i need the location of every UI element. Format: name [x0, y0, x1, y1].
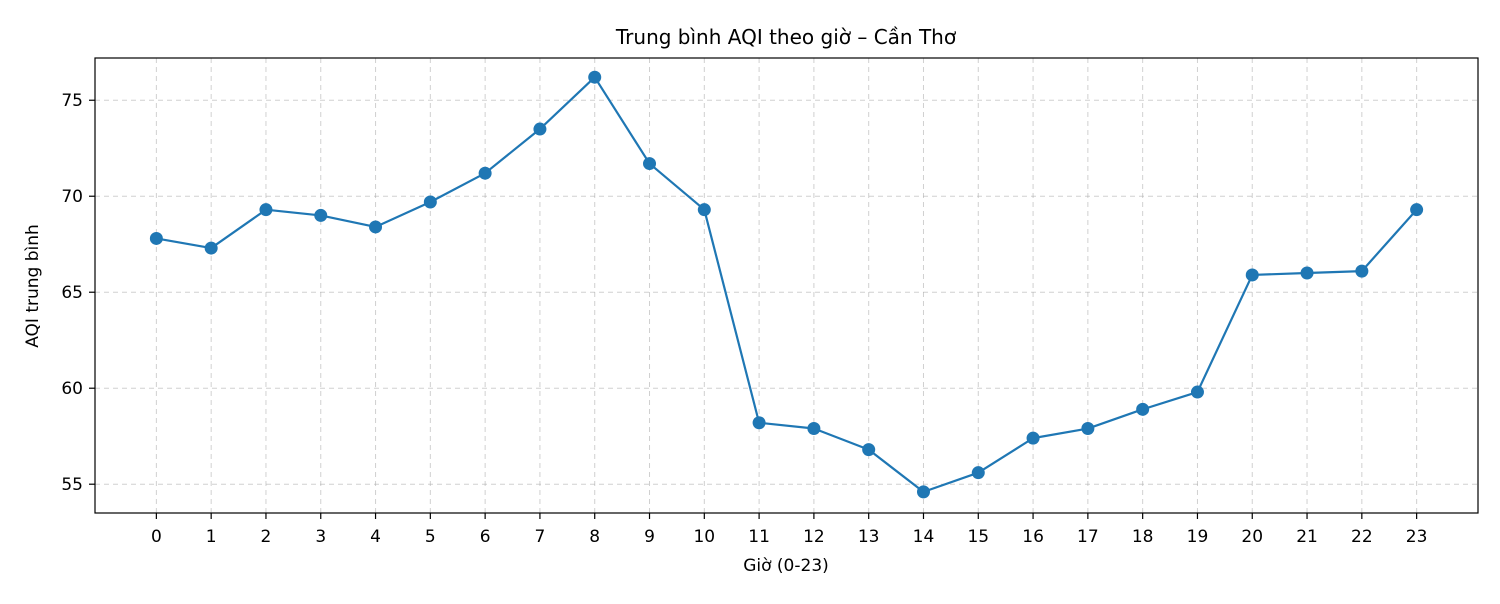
x-tick-label: 22	[1351, 527, 1373, 547]
x-tick-label: 10	[693, 527, 715, 547]
x-tick-label: 3	[315, 527, 326, 547]
data-point	[1026, 431, 1040, 445]
x-tick-label: 19	[1187, 527, 1209, 547]
x-tick-label: 20	[1241, 527, 1263, 547]
x-tick-label: 0	[151, 527, 162, 547]
x-tick-label: 23	[1406, 527, 1428, 547]
x-tick-label: 1	[206, 527, 217, 547]
x-tick-label: 17	[1077, 527, 1099, 547]
x-tick-label: 13	[858, 527, 880, 547]
data-point	[369, 220, 383, 234]
x-tick-label: 8	[589, 527, 600, 547]
x-tick-label: 15	[967, 527, 989, 547]
plot-area-frame	[94, 57, 1479, 514]
data-point	[916, 485, 930, 499]
x-tick-label: 5	[425, 527, 436, 547]
x-tick-label: 18	[1132, 527, 1154, 547]
data-point	[1190, 385, 1204, 399]
data-point	[588, 70, 602, 84]
y-tick-label: 55	[61, 475, 83, 495]
data-point	[204, 241, 218, 255]
series-line	[156, 76, 1418, 493]
axis-ticks: 0 1 2 3 4 5 6 7 8 9 10 11 12 13 14 15 16 17 18 19 20 21 22 2355…	[61, 91, 1427, 547]
data-point	[1355, 264, 1369, 278]
data-point	[697, 203, 711, 217]
x-tick-label: 2	[261, 527, 272, 547]
data-point	[752, 416, 766, 430]
data-point	[533, 122, 547, 136]
y-tick-label: 70	[61, 187, 83, 207]
y-axis-label: AQI trung bình	[23, 224, 43, 348]
data-point	[423, 195, 437, 209]
data-point	[1245, 268, 1259, 282]
grid-lines	[95, 58, 1478, 513]
data-point	[862, 443, 876, 457]
data-point	[478, 166, 492, 180]
x-tick-label: 9	[644, 527, 655, 547]
data-point	[1410, 203, 1424, 217]
data-point	[807, 422, 821, 436]
data-point	[971, 466, 985, 480]
y-tick-label: 60	[61, 379, 83, 399]
data-point	[149, 231, 163, 245]
x-tick-label: 16	[1022, 527, 1044, 547]
x-tick-label: 14	[913, 527, 935, 547]
x-axis-label: Giờ (0-23)	[743, 556, 829, 576]
chart-title: Trung bình AQI theo giờ – Cần Thơ	[615, 25, 957, 49]
y-tick-label: 65	[61, 283, 83, 303]
series-layer	[149, 70, 1424, 499]
data-point	[314, 208, 328, 222]
data-point	[1081, 422, 1095, 436]
x-tick-label: 11	[748, 527, 770, 547]
x-tick-label: 4	[370, 527, 381, 547]
data-point	[1136, 402, 1150, 416]
data-point	[1300, 266, 1314, 280]
data-point	[259, 203, 273, 217]
x-tick-label: 12	[803, 527, 825, 547]
x-tick-label: 21	[1296, 527, 1318, 547]
x-tick-label: 6	[480, 527, 491, 547]
y-tick-label: 75	[61, 91, 83, 111]
data-point	[643, 157, 657, 171]
x-tick-label: 7	[535, 527, 546, 547]
